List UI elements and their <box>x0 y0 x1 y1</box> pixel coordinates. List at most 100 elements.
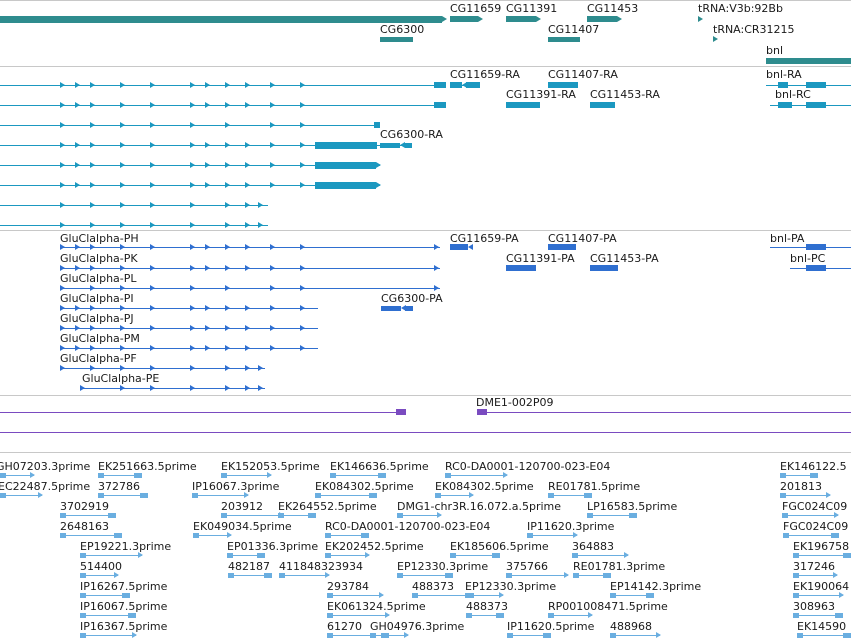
protein-line[interactable] <box>60 247 440 248</box>
est-line[interactable] <box>80 635 136 636</box>
est-line[interactable] <box>193 535 231 536</box>
est-line[interactable] <box>397 515 441 516</box>
est-line[interactable] <box>60 535 122 536</box>
est-line[interactable] <box>610 595 654 596</box>
est-block[interactable] <box>369 493 377 498</box>
est-line[interactable] <box>0 495 42 496</box>
est-block[interactable] <box>445 573 453 578</box>
est-line[interactable] <box>228 575 272 576</box>
est-line[interactable] <box>327 635 389 636</box>
est-line[interactable] <box>450 555 500 556</box>
est-block[interactable] <box>325 553 331 558</box>
est-block[interactable] <box>507 633 513 638</box>
est-line[interactable] <box>587 515 637 516</box>
est-block[interactable] <box>228 573 234 578</box>
est-line[interactable] <box>572 555 628 556</box>
exon-block[interactable] <box>315 142 377 149</box>
protein-line[interactable] <box>60 288 440 289</box>
est-block[interactable] <box>134 473 142 478</box>
est-line[interactable] <box>797 635 851 636</box>
clone-end[interactable] <box>396 409 406 415</box>
exon-block[interactable] <box>405 143 412 148</box>
protein-line[interactable] <box>60 308 318 309</box>
est-block[interactable] <box>0 493 6 498</box>
est-block[interactable] <box>548 493 554 498</box>
est-block[interactable] <box>793 593 799 598</box>
protein-line[interactable] <box>80 388 265 389</box>
clone-line[interactable] <box>0 412 400 413</box>
est-line[interactable] <box>98 495 148 496</box>
est-line[interactable] <box>98 475 142 476</box>
est-block[interactable] <box>264 573 272 578</box>
est-line[interactable] <box>782 515 838 516</box>
exon-block[interactable] <box>450 244 468 250</box>
est-line[interactable] <box>793 575 837 576</box>
est-block[interactable] <box>646 593 654 598</box>
est-line[interactable] <box>780 475 818 476</box>
exon-block[interactable] <box>405 306 413 311</box>
gene-cg11391[interactable] <box>506 16 536 22</box>
est-line[interactable] <box>370 635 408 636</box>
est-block[interactable] <box>279 573 285 578</box>
exon-block[interactable] <box>506 102 540 108</box>
est-block[interactable] <box>610 593 616 598</box>
est-block[interactable] <box>60 513 66 518</box>
exon-block[interactable] <box>315 182 376 189</box>
est-block[interactable] <box>98 473 104 478</box>
est-block[interactable] <box>108 513 116 518</box>
est-block[interactable] <box>378 473 386 478</box>
est-line[interactable] <box>466 615 504 616</box>
est-block[interactable] <box>80 633 86 638</box>
est-line[interactable] <box>330 475 386 476</box>
est-block[interactable] <box>506 573 512 578</box>
est-block[interactable] <box>435 493 441 498</box>
est-block[interactable] <box>361 533 369 538</box>
exon-block[interactable] <box>806 244 826 250</box>
est-block[interactable] <box>327 593 333 598</box>
protein-line[interactable] <box>60 328 318 329</box>
est-line[interactable] <box>445 475 507 476</box>
est-block[interactable] <box>60 533 66 538</box>
gene-cg11659[interactable] <box>450 16 478 22</box>
gene-bnl[interactable] <box>766 58 851 64</box>
est-line[interactable] <box>412 595 474 596</box>
est-block[interactable] <box>193 533 199 538</box>
est-block[interactable] <box>122 593 130 598</box>
exon-block[interactable] <box>434 82 446 88</box>
est-block[interactable] <box>192 493 198 498</box>
exon-block[interactable] <box>590 265 618 271</box>
est-block[interactable] <box>587 513 593 518</box>
est-block[interactable] <box>527 533 533 538</box>
est-block[interactable] <box>98 493 104 498</box>
est-line[interactable] <box>548 495 592 496</box>
est-line[interactable] <box>0 475 34 476</box>
protein-line[interactable] <box>60 268 440 269</box>
exon-block[interactable] <box>466 82 480 88</box>
est-block[interactable] <box>370 633 376 638</box>
est-block[interactable] <box>80 553 86 558</box>
est-block[interactable] <box>835 613 843 618</box>
est-line[interactable] <box>506 575 568 576</box>
exon-block[interactable] <box>778 102 792 108</box>
est-block[interactable] <box>397 573 403 578</box>
est-line[interactable] <box>793 555 851 556</box>
est-line[interactable] <box>397 575 453 576</box>
est-line[interactable] <box>793 595 843 596</box>
transcript-line[interactable] <box>0 85 440 86</box>
est-block[interactable] <box>80 573 86 578</box>
est-block[interactable] <box>831 533 839 538</box>
exon-block[interactable] <box>381 306 401 311</box>
est-block[interactable] <box>450 553 456 558</box>
gene-cg11453[interactable] <box>587 16 617 22</box>
est-block[interactable] <box>0 473 6 478</box>
exon-block[interactable] <box>590 102 615 108</box>
est-line[interactable] <box>60 515 116 516</box>
est-line[interactable] <box>573 575 611 576</box>
est-line[interactable] <box>80 615 136 616</box>
est-line[interactable] <box>548 615 592 616</box>
est-block[interactable] <box>793 613 799 618</box>
est-block[interactable] <box>573 573 579 578</box>
est-block[interactable] <box>782 513 788 518</box>
est-block[interactable] <box>227 553 233 558</box>
